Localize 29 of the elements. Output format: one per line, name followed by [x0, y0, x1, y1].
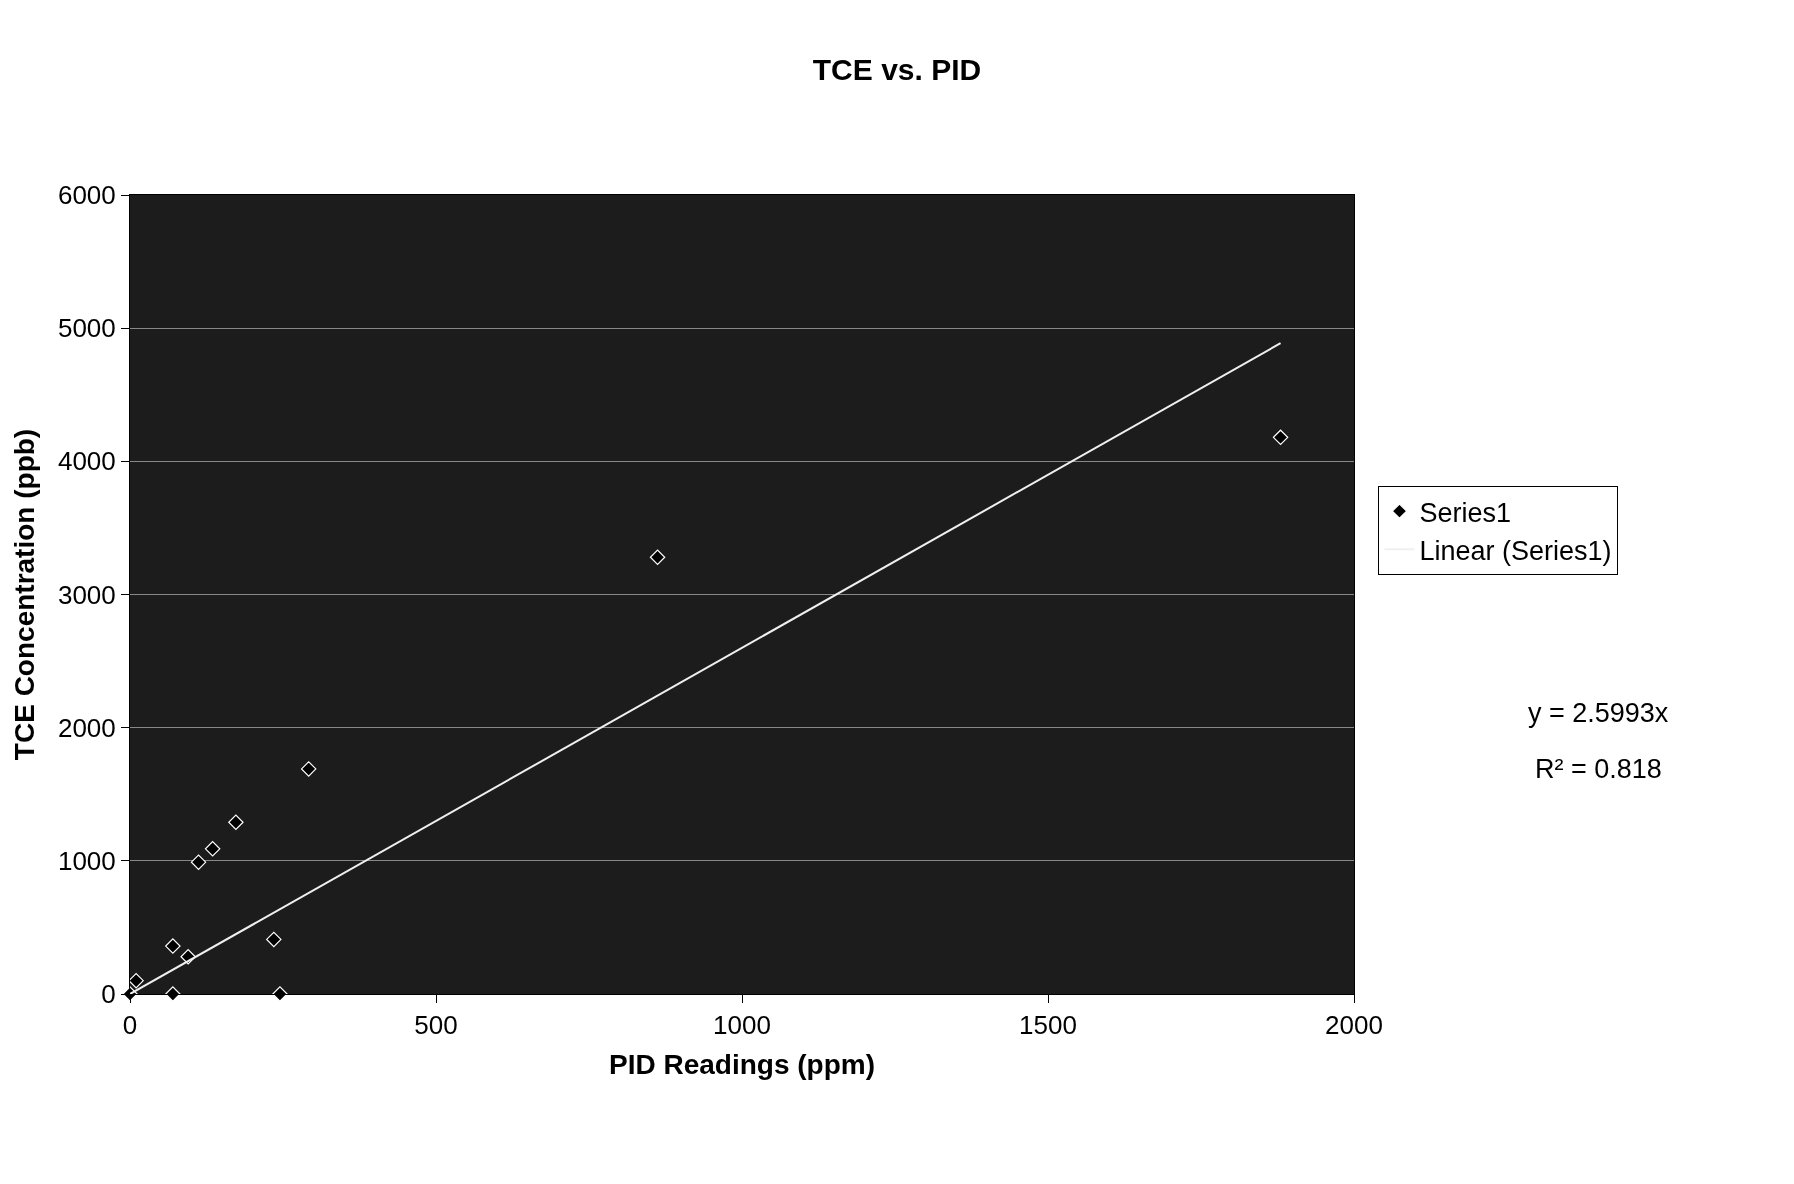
y-tick-label: 6000: [57, 180, 116, 211]
x-tick-label: 2000: [1325, 1010, 1383, 1041]
y-tick-label: 4000: [57, 446, 116, 477]
chart-title: TCE vs. PID: [812, 53, 982, 87]
point: [266, 931, 282, 948]
point: [190, 854, 207, 870]
y-tick-label: 0: [101, 979, 116, 1010]
x-tick-label: 1000: [713, 1010, 771, 1041]
y-axis-title: TCE Concentration (ppb): [8, 428, 40, 761]
y-tick-label: 1000: [57, 845, 116, 876]
point: [272, 986, 288, 1002]
point: [228, 814, 244, 830]
text: y = 2.5993x: [1528, 698, 1669, 728]
x-tick-label: 0: [122, 1010, 138, 1041]
point: [1272, 429, 1289, 446]
legend-label: Series1: [1419, 497, 1512, 528]
legend-label: Linear (Series1): [1419, 535, 1612, 566]
y-tick-label: 3000: [57, 579, 116, 610]
point: [204, 841, 221, 857]
text: R² = 0.818: [1535, 754, 1662, 784]
y-tick-label: 5000: [57, 313, 116, 344]
x-tick-label: 1500: [1019, 1010, 1077, 1041]
point: [649, 549, 666, 565]
point: [300, 761, 317, 777]
x-axis-title: PID Readings (ppm): [608, 1049, 876, 1081]
point: [165, 938, 181, 954]
x-tick-label: 500: [414, 1010, 458, 1041]
point: [128, 972, 144, 989]
y-tick-label: 2000: [57, 712, 116, 743]
